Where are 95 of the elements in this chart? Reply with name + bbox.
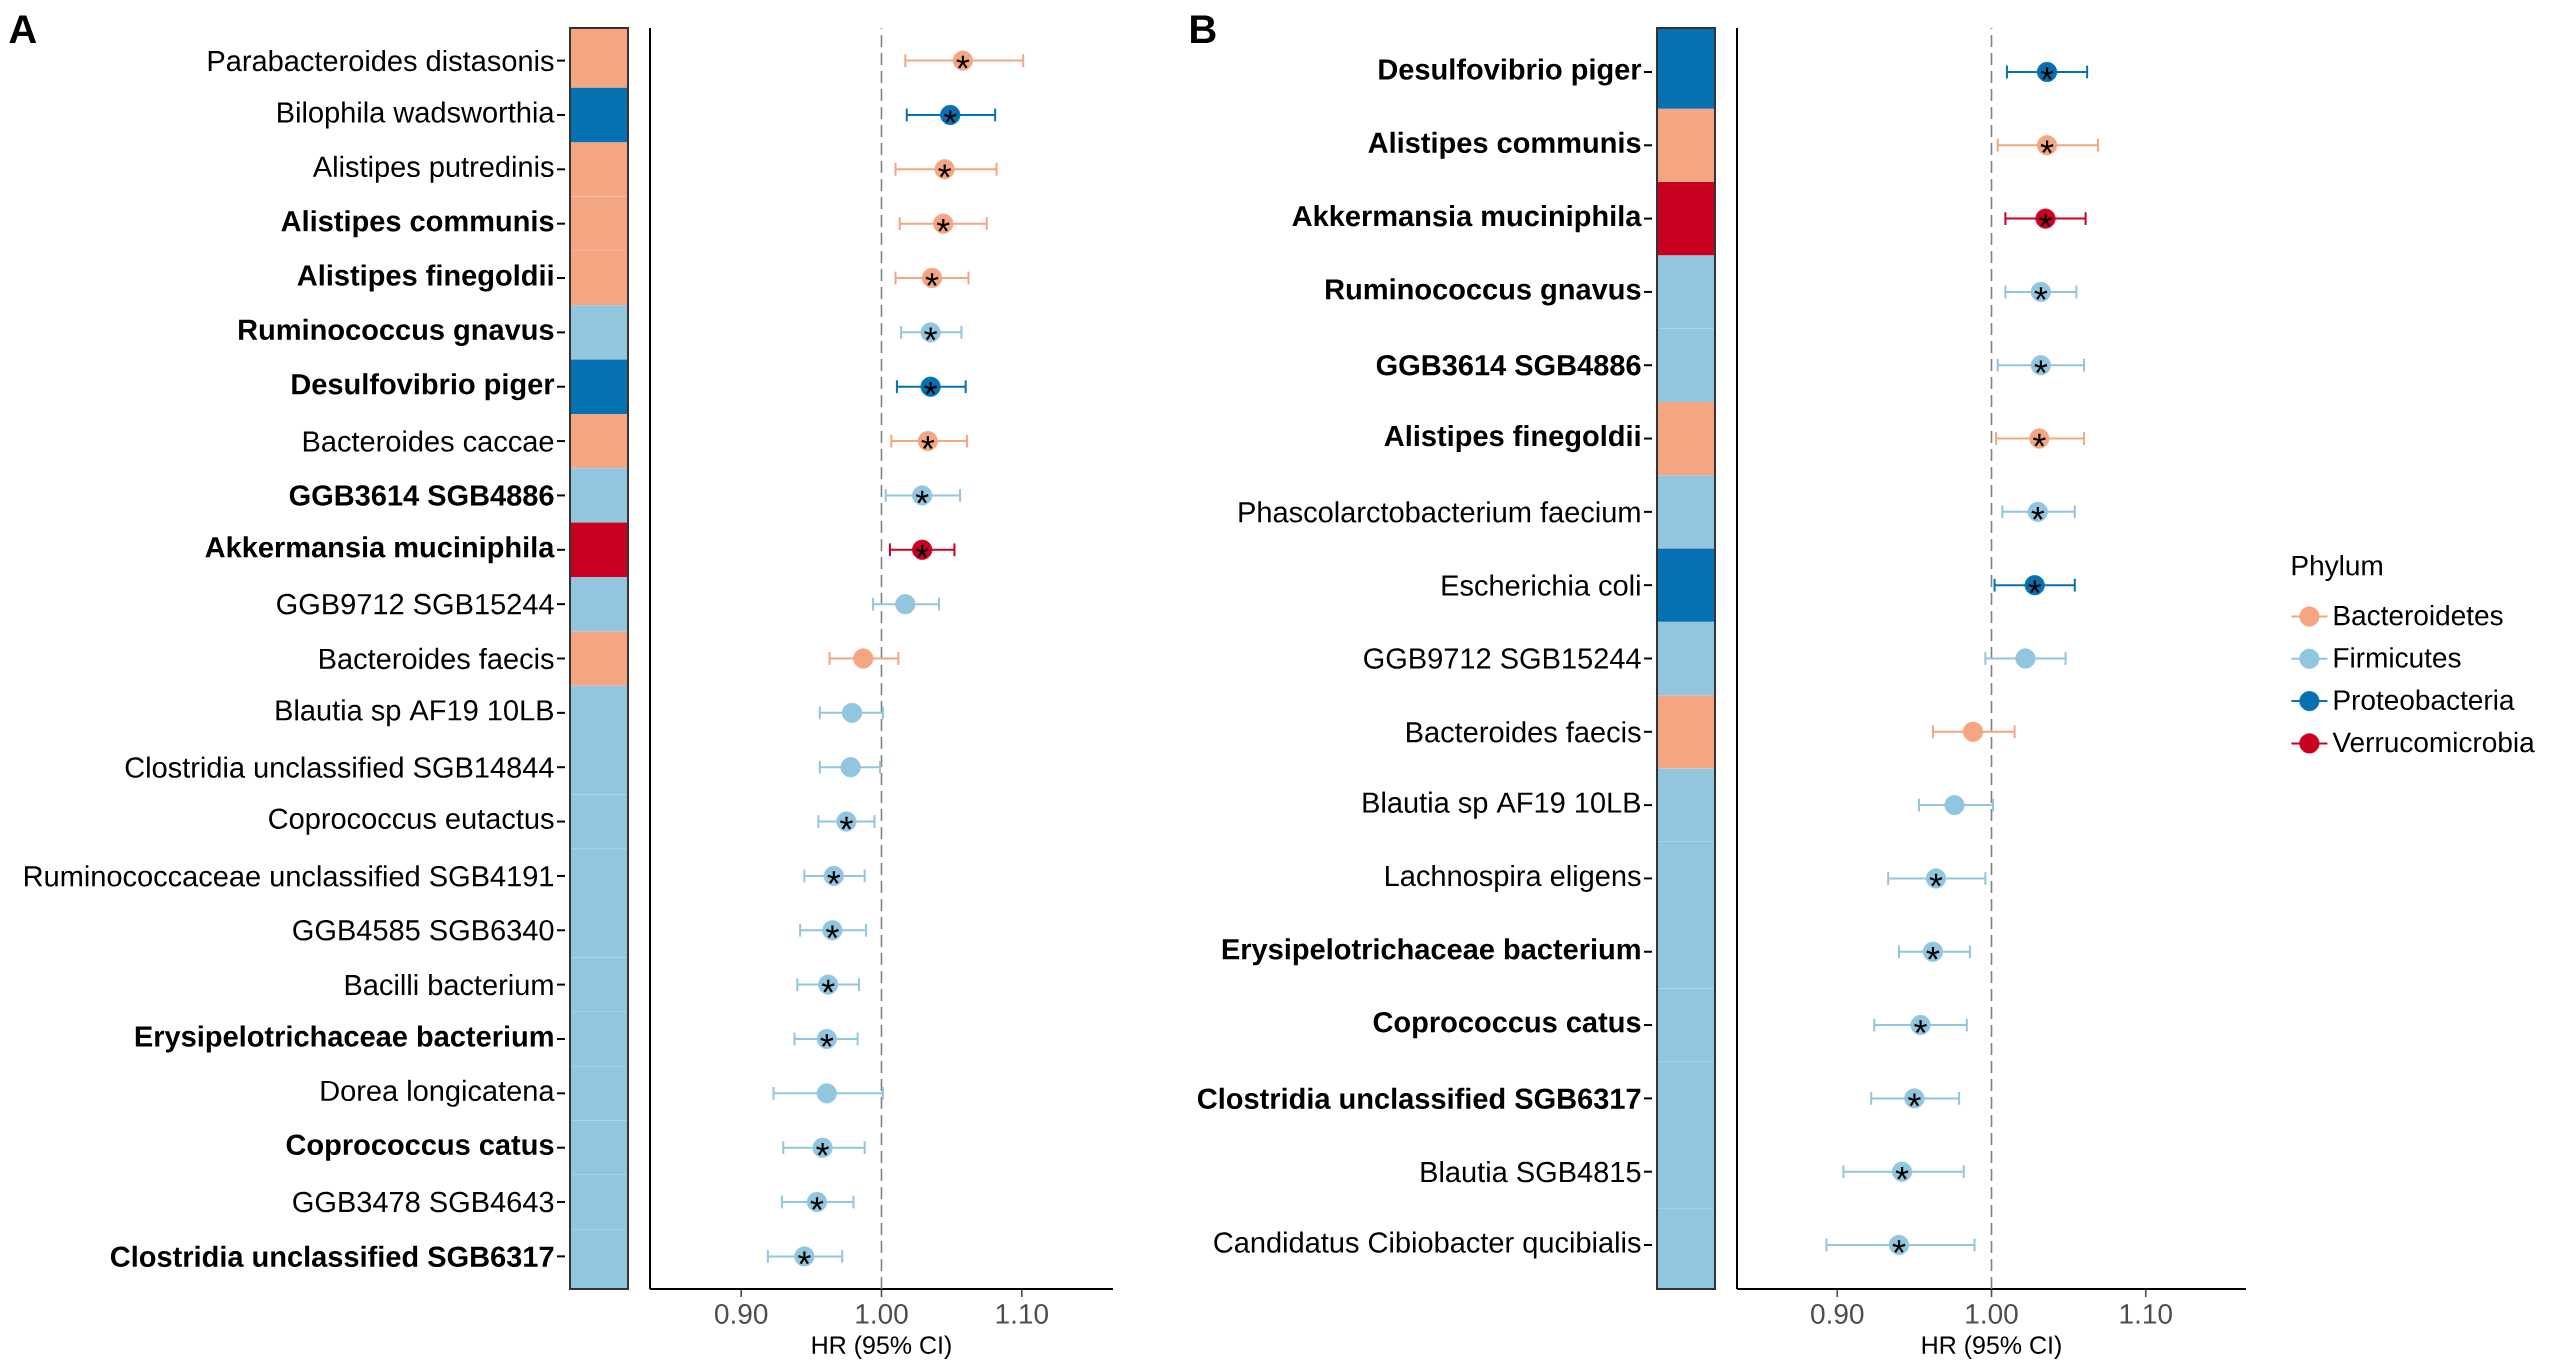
data-label: * [825, 925, 839, 939]
y-tick-label: Alistipes putredinis [312, 155, 554, 183]
x-tick-label: 0.90 [1811, 1304, 1864, 1324]
text: B [1191, 15, 1216, 43]
data-label: * [810, 1197, 824, 1210]
point [841, 702, 863, 723]
x-tick-label: 1.10 [2120, 1304, 2172, 1324]
data-label: * [2034, 360, 2048, 374]
data-label: * [2039, 213, 2052, 227]
y-tick-label: Dorea longicatena [321, 1079, 555, 1107]
y-tick-label: Alistipes communis [281, 210, 554, 238]
y-tick-label: GGB3614 SGB4886 [1376, 354, 1641, 376]
data-label: * [797, 1251, 811, 1265]
legend-label: Proteobacteria [2334, 689, 2515, 711]
point [840, 757, 861, 778]
y-tick-label: Bacteroides faecis [320, 647, 554, 670]
y-tick-label: Erysipelotrichaceae bacterium [135, 1025, 553, 1053]
point [895, 594, 916, 615]
data-label: * [1892, 1240, 1906, 1253]
x-axis-title: HR (95% CI) [812, 1335, 951, 1359]
data-label: * [1907, 1093, 1921, 1107]
data-label: * [915, 490, 929, 504]
data-label: * [2032, 433, 2046, 447]
y-tick-label: GGB9712 SGB15244 [277, 593, 554, 615]
y-tick-label: Desulfovibrio piger [292, 373, 555, 401]
data-label: * [2034, 287, 2048, 300]
y-tick-label: Bacteroides faecis [1407, 721, 1641, 743]
y-tick-label: Parabacteroides distasonis [208, 49, 554, 72]
y-tick-label: Akkermansia muciniphila [1292, 205, 1642, 233]
data-label: * [921, 436, 935, 449]
point [1962, 721, 1984, 742]
y-tick-label: Bacilli bacterium [345, 973, 553, 996]
data-label: * [915, 545, 929, 558]
y-tick-label: Phascolarctobacterium faecium [1239, 501, 1640, 523]
data-label: * [956, 55, 970, 69]
y-tick-label: Coprococcus eutactus [269, 808, 554, 835]
y-tick-label: GGB4585 SGB6340 [293, 919, 554, 941]
y-tick-label: Blautia sp AF19 10LB [1363, 791, 1641, 819]
y-tick-label: Candidatus Cibiobacter qucibialis [1214, 1231, 1641, 1259]
data-label: * [2040, 67, 2054, 80]
data-label: * [2028, 580, 2042, 594]
y-tick-label: Clostridia unclassified SGB6317 [110, 1245, 554, 1268]
y-tick-label: Bilophila wadsworthia [278, 101, 555, 129]
y-tick-label: Ruminococcaceae unclassified SGB4191 [25, 865, 554, 887]
point [1944, 795, 1965, 816]
y-tick-label: Erysipelotrichaceae bacterium [1222, 938, 1640, 966]
y-tick-label: Blautia sp AF19 10LB [276, 699, 554, 727]
data-label: * [2031, 507, 2045, 520]
y-tick-label: Bacteroides caccae [303, 430, 554, 452]
data-label: * [1895, 1166, 1909, 1180]
y-tick-label: Ruminococcus gnavus [239, 318, 554, 346]
data-label: * [924, 327, 938, 341]
text: A [9, 15, 37, 43]
point [816, 1083, 837, 1104]
x-tick-label: 1.00 [856, 1304, 908, 1324]
x-tick-label: 1.00 [1966, 1304, 2018, 1324]
y-tick-label: Escherichia coli [1442, 574, 1640, 596]
y-tick-label: Alistipes finegoldii [1384, 424, 1640, 453]
y-tick-label: GGB3614 SGB4886 [289, 485, 554, 506]
data-label: * [924, 381, 938, 395]
data-label: * [839, 816, 853, 830]
y-tick-label: Blautia SGB4815 [1421, 1161, 1641, 1183]
y-tick-label: Alistipes communis [1368, 131, 1641, 159]
y-tick-label: Desulfovibrio piger [1379, 58, 1642, 86]
data-label: * [821, 979, 835, 993]
y-tick-label: Coprococcus catus [1373, 1011, 1641, 1039]
y-tick-label: GGB9712 SGB15244 [1364, 648, 1641, 669]
data-label: * [1929, 873, 1943, 887]
legend-label: Firmicutes [2334, 647, 2461, 668]
y-tick-label: Akkermansia muciniphila [205, 536, 555, 564]
x-tick-label: 1.10 [996, 1304, 1048, 1324]
data-label: * [816, 1142, 830, 1156]
data-label: * [938, 164, 952, 178]
data-label: * [827, 871, 841, 884]
y-tick-label: Ruminococcus gnavus [1326, 278, 1641, 306]
y-tick-label: Lachnospira eligens [1386, 864, 1641, 892]
data-label: * [1914, 1020, 1928, 1033]
x-axis-title: HR (95% CI) [1922, 1335, 2061, 1359]
legend-title: Phylum [2292, 554, 2382, 582]
y-tick-label: Alistipes finegoldii [297, 264, 553, 292]
point [853, 648, 874, 669]
point [2015, 648, 2036, 669]
data-label: * [820, 1034, 834, 1047]
y-tick-label: Coprococcus catus [286, 1134, 554, 1161]
y-tick-label: GGB3478 SGB4643 [293, 1191, 554, 1213]
data-label: * [936, 218, 950, 232]
data-label: * [943, 110, 957, 123]
legend-label: Verrucomicrobia [2332, 731, 2535, 753]
y-tick-label: Clostridia unclassified SGB6317 [1197, 1087, 1641, 1110]
data-label: * [1926, 946, 1940, 960]
y-tick-label: Clostridia unclassified SGB14844 [125, 756, 554, 778]
data-label: * [2040, 140, 2054, 154]
x-tick-label: 0.90 [715, 1304, 768, 1324]
legend-label: Bacteroidetes [2334, 604, 2503, 626]
data-label: * [925, 273, 939, 286]
